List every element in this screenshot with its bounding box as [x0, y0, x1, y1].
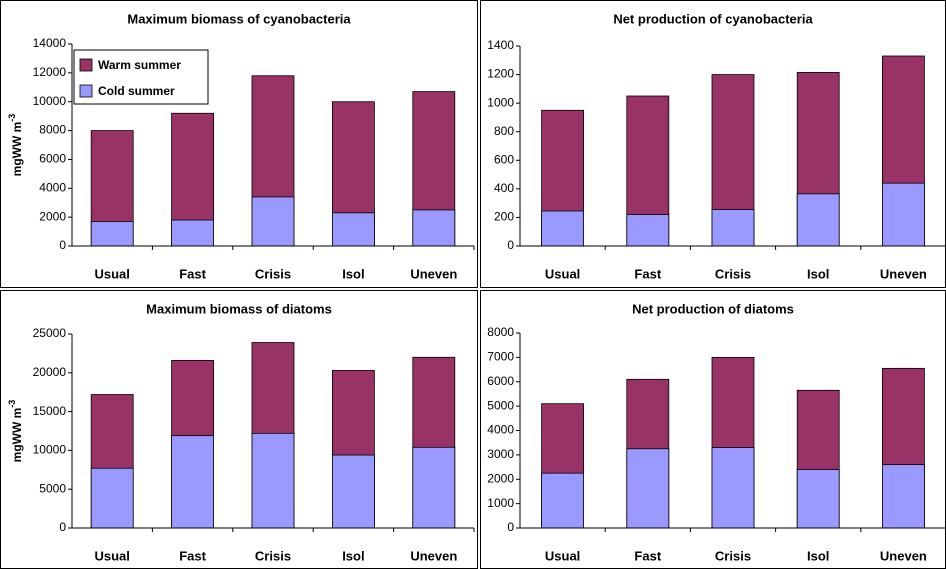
y-axis-label-sup: -3 — [7, 400, 17, 408]
bar — [331, 212, 375, 247]
x-tick-label: Uneven — [880, 548, 927, 563]
y-tick-label: 4000 — [487, 423, 514, 437]
y-tick-label: 3000 — [487, 447, 514, 461]
bar — [171, 219, 215, 247]
y-axis-label: mgWW m-3 — [7, 400, 24, 463]
x-tick-label: Fast — [179, 548, 206, 563]
x-tick-label: Uneven — [410, 548, 457, 563]
x-tick-label: Fast — [179, 266, 206, 281]
x-tick-label: Crisis — [255, 548, 291, 563]
legend-swatch — [79, 58, 93, 72]
y-tick-label: 6000 — [487, 374, 514, 388]
panel-frame — [0, 0, 478, 288]
chart-title: Net production of diatoms — [632, 301, 794, 316]
y-tick-label: 25000 — [33, 326, 67, 340]
x-tick-label: Uneven — [410, 266, 457, 281]
bar — [412, 446, 456, 529]
bar — [251, 196, 295, 247]
y-tick-label: 0 — [59, 238, 66, 252]
bar — [626, 214, 670, 247]
y-tick-label: 0 — [507, 520, 514, 534]
chart-title: Maximum biomass of cyanobacteria — [127, 11, 351, 26]
y-tick-label: 12000 — [33, 65, 67, 79]
y-tick-label: 5000 — [39, 481, 66, 495]
bar — [711, 209, 755, 247]
chart-title: Net production of cyanobacteria — [613, 11, 813, 26]
bar — [541, 472, 584, 529]
bar — [796, 469, 840, 529]
bar — [251, 432, 295, 529]
x-tick-label: Crisis — [255, 266, 291, 281]
x-tick-label: Uneven — [880, 266, 927, 281]
y-tick-label: 0 — [507, 238, 514, 252]
y-tick-label: 800 — [494, 124, 514, 138]
x-tick-label: Isol — [342, 548, 364, 563]
bar — [90, 467, 134, 529]
y-tick-label: 15000 — [33, 404, 67, 418]
y-tick-label: 10000 — [33, 94, 67, 108]
y-tick-label: 200 — [494, 210, 514, 224]
bar — [331, 454, 375, 529]
y-tick-label: 0 — [59, 520, 66, 534]
bar — [541, 210, 584, 247]
legend-box — [73, 49, 209, 105]
x-tick-label: Usual — [545, 548, 580, 563]
x-tick-label: Isol — [807, 266, 829, 281]
y-tick-label: 600 — [494, 152, 514, 166]
y-tick-label: 4000 — [39, 180, 66, 194]
y-tick-label: 14000 — [33, 36, 67, 50]
y-axis-label-text: mgWW m — [10, 122, 24, 177]
x-tick-label: Usual — [94, 266, 129, 281]
x-tick-label: Fast — [634, 548, 661, 563]
bar — [412, 209, 456, 247]
bar — [626, 448, 670, 529]
y-axis-label-sup: -3 — [7, 114, 17, 122]
x-tick-label: Isol — [807, 548, 829, 563]
chart-title: Maximum biomass of diatoms — [146, 301, 332, 316]
legend-label: Cold summer — [98, 84, 175, 98]
bar — [882, 182, 925, 247]
y-tick-label: 8000 — [487, 325, 514, 339]
y-axis-label-text: mgWW m — [10, 408, 24, 463]
legend-label: Warm summer — [98, 58, 181, 72]
y-tick-label: 20000 — [33, 365, 67, 379]
x-tick-label: Isol — [342, 266, 364, 281]
x-tick-label: Usual — [94, 548, 129, 563]
bar — [90, 221, 134, 247]
y-tick-label: 1000 — [487, 496, 514, 510]
y-tick-label: 10000 — [33, 443, 67, 457]
y-tick-label: 7000 — [487, 350, 514, 364]
y-tick-label: 2000 — [487, 471, 514, 485]
bar — [882, 464, 925, 529]
y-tick-label: 1200 — [487, 67, 514, 81]
bar — [171, 435, 215, 529]
y-axis-label: mgWW m-3 — [7, 114, 24, 177]
bar — [796, 193, 840, 247]
y-tick-label: 8000 — [39, 123, 66, 137]
legend-swatch — [79, 84, 93, 98]
bar — [711, 447, 755, 529]
x-tick-label: Crisis — [715, 266, 751, 281]
x-tick-label: Fast — [634, 266, 661, 281]
y-tick-label: 6000 — [39, 152, 66, 166]
y-tick-label: 5000 — [487, 398, 514, 412]
y-tick-label: 1000 — [487, 95, 514, 109]
y-tick-label: 2000 — [39, 209, 66, 223]
x-tick-label: Crisis — [715, 548, 751, 563]
y-tick-label: 1400 — [487, 38, 514, 52]
x-tick-label: Usual — [545, 266, 580, 281]
y-tick-label: 400 — [494, 181, 514, 195]
